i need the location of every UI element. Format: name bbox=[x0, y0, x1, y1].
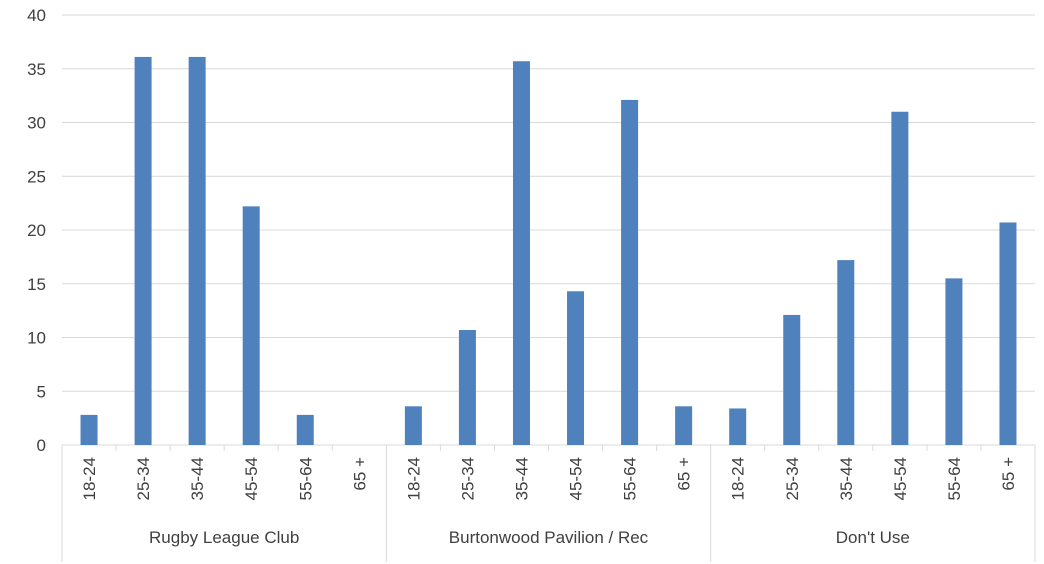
group-label: Rugby League Club bbox=[149, 528, 299, 547]
category-label: 45-54 bbox=[891, 457, 910, 500]
category-label: 18-24 bbox=[80, 457, 99, 500]
category-label: 65 + bbox=[999, 457, 1018, 491]
bar bbox=[567, 291, 585, 445]
category-label: 35-44 bbox=[188, 457, 207, 500]
bar bbox=[621, 99, 639, 446]
y-tick-label: 30 bbox=[27, 114, 46, 133]
category-label: 18-24 bbox=[729, 457, 748, 500]
y-tick-label: 35 bbox=[27, 60, 46, 79]
category-label: 25-34 bbox=[783, 457, 802, 500]
bar bbox=[458, 329, 476, 445]
category-label: 35-44 bbox=[837, 457, 856, 500]
bar bbox=[837, 260, 855, 445]
category-label: 55-64 bbox=[296, 457, 315, 500]
y-tick-label: 10 bbox=[27, 329, 46, 348]
category-label: 55-64 bbox=[945, 457, 964, 500]
category-label: 55-64 bbox=[621, 457, 640, 500]
category-label: 65 + bbox=[350, 457, 369, 491]
bar bbox=[999, 222, 1017, 445]
category-label: 18-24 bbox=[404, 457, 423, 500]
group-label: Burtonwood Pavilion / Rec bbox=[449, 528, 649, 547]
group-label: Don't Use bbox=[836, 528, 910, 547]
bar bbox=[512, 61, 530, 445]
bar bbox=[945, 278, 963, 445]
bar bbox=[783, 314, 801, 445]
bar bbox=[891, 111, 909, 445]
category-label: 25-34 bbox=[458, 457, 477, 500]
category-label: 45-54 bbox=[567, 457, 586, 500]
bar bbox=[188, 56, 206, 446]
y-tick-label: 0 bbox=[37, 436, 46, 455]
bar bbox=[675, 406, 693, 445]
bar bbox=[134, 56, 152, 446]
bar bbox=[80, 414, 98, 445]
bar bbox=[729, 408, 747, 445]
y-tick-label: 25 bbox=[27, 167, 46, 186]
category-label: 35-44 bbox=[512, 457, 531, 500]
y-tick-label: 15 bbox=[27, 275, 46, 294]
bar bbox=[296, 414, 314, 445]
category-label: 45-54 bbox=[242, 457, 261, 500]
category-label: 65 + bbox=[675, 457, 694, 491]
y-tick-label: 20 bbox=[27, 221, 46, 240]
bar bbox=[404, 406, 422, 445]
category-label: 25-34 bbox=[134, 457, 153, 500]
bar bbox=[242, 206, 260, 445]
y-tick-label: 40 bbox=[27, 6, 46, 25]
y-tick-label: 5 bbox=[37, 382, 46, 401]
